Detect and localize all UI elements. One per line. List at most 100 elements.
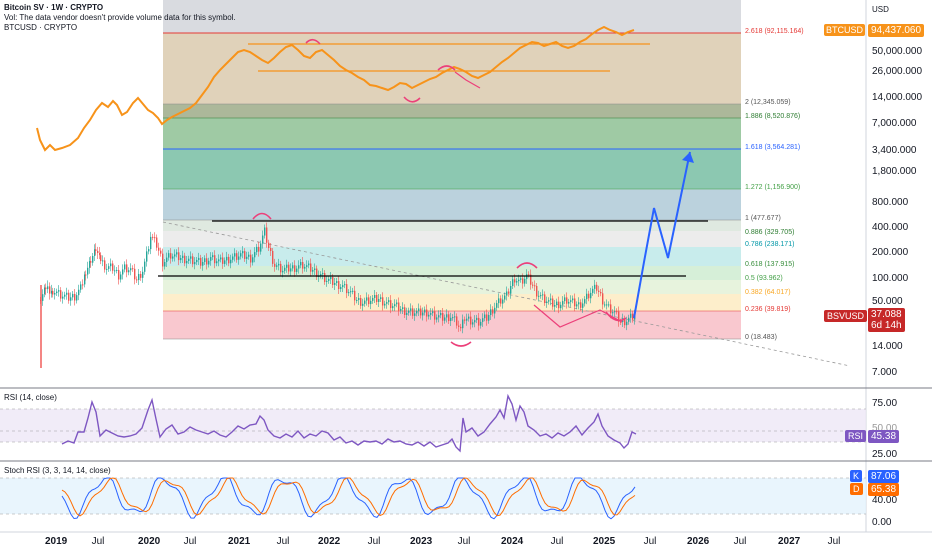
candle-body [330,277,332,279]
candle-body [532,284,534,286]
candle-body [354,290,356,301]
btcusd-compare-line[interactable] [36,25,635,152]
candle-body [386,302,388,304]
fib-level-label: 0.618 (137.915) [745,261,795,268]
rsi-name-tag: RSI [845,430,867,442]
candle-body [462,319,464,329]
candle-body [512,279,514,286]
candle-body [478,317,480,326]
compare-symbol[interactable]: BTCUSD · CRYPTO [4,23,78,32]
price-tick: 400.000 [872,222,909,233]
candle-body [546,301,548,303]
candle-body [51,290,53,294]
bsv-projection-path[interactable] [633,151,691,319]
candle-body [358,297,360,300]
candle-body [54,293,56,295]
candle-body [446,314,448,318]
candle-body [284,267,286,271]
candle-body [144,261,146,272]
candle-body [498,298,500,304]
rsi-tick-75: 75.00 [872,398,898,409]
candle-body [92,256,94,263]
candle-body [632,313,634,320]
candle-body [64,294,66,297]
candle-body [208,260,210,265]
fib-level-label: 0.886 (329.705) [745,229,795,236]
candle-body [112,263,114,271]
candle-body [326,280,328,282]
stoch-rsi-pane[interactable] [0,477,866,520]
candle-body [168,253,170,258]
candle-body [182,255,184,258]
candle-body [47,286,49,290]
candle-body [260,243,262,252]
fib-level-label: 0.5 (93.962) [745,275,783,282]
candle-body [508,291,510,294]
candle-body [618,311,620,322]
candle-body [436,317,438,320]
candle-body [322,273,324,275]
stoch-rsi-label[interactable]: Stoch RSI (3, 3, 14, 14, close) [4,466,111,475]
candle-body [180,258,182,261]
candle-body [84,274,86,285]
candle-body [344,284,346,286]
candle-body [424,309,426,313]
candle-body [586,293,588,300]
candle-body [158,247,160,251]
candle-body [568,301,570,304]
bsv-symbol-tag[interactable]: BSVUSD [824,310,868,322]
candle-body [94,249,96,256]
rsi-label[interactable]: RSI (14, close) [4,393,57,402]
k-name-tag: K [850,470,863,482]
candle-body [430,313,432,315]
symbol-title[interactable]: Bitcoin SV · 1W · CRYPTO [4,3,104,12]
candle-body [342,285,344,288]
bsv-price: 37.088 [871,309,902,320]
candle-body [520,278,522,280]
candle-body [298,265,300,269]
candle-body [612,312,614,314]
candle-body [582,303,584,308]
candle-body [480,321,482,326]
candle-body [248,254,250,257]
candle-body [466,318,468,321]
candle-body [194,262,196,265]
candle-body [62,296,64,299]
candle-body [404,307,406,315]
bsv-candles[interactable] [40,222,636,369]
candle-body [72,293,74,298]
candle-body [496,303,498,308]
candle-body [444,317,446,321]
candle-body [524,278,526,284]
rsi-pane[interactable] [0,393,866,453]
price-tick: 100.000 [872,273,909,284]
candle-body [440,313,442,316]
candle-body [544,294,546,303]
candle-body [584,299,586,304]
candle-body [364,300,366,304]
price-tick: 7,000.000 [872,118,917,129]
time-tick: Jul [183,536,197,547]
candle-body [226,256,228,261]
candle-body [486,314,488,321]
candle-body [264,227,266,236]
candle-body [200,257,202,266]
btc-symbol-tag[interactable]: BTCUSD [824,24,866,36]
price-tick: 50,000.000 [872,46,923,57]
candle-body [258,246,260,252]
candle-body [506,291,508,296]
candle-body [214,255,216,264]
candle-body [80,284,82,290]
candle-body [378,299,380,302]
candle-body [428,314,430,317]
candle-body [76,295,78,301]
candle-body [186,261,188,264]
candle-body [346,284,348,294]
candle-body [482,318,484,322]
candle-body [320,274,322,276]
candle-body [422,312,424,316]
candle-body [390,300,392,309]
candle-body [312,270,314,272]
candle-body [556,301,558,305]
